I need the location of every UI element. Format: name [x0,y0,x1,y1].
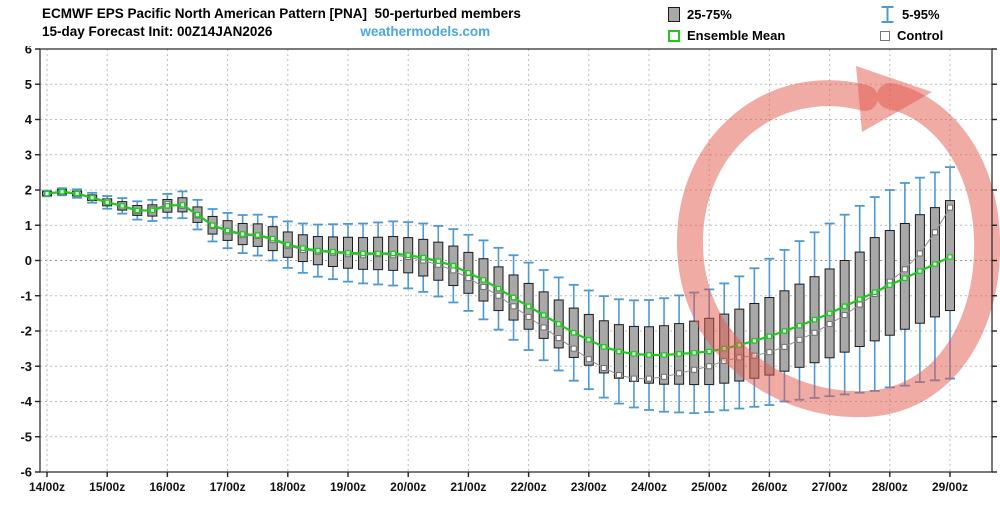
svg-text:6: 6 [25,46,32,57]
svg-text:23/00z: 23/00z [571,480,607,494]
pna-box-whisker-chart: -6 -5 -4 -3 -2 -1 0 1 2 3 4 5 6 14/00z 15/00z 16/00z 17/… [20,42,1000,494]
svg-text:27/00z: 27/00z [812,480,848,494]
svg-text:-3: -3 [20,359,32,374]
x-axis: 14/00z 15/00z 16/00z 17/00z 18/00z 19/00z 20/0… [29,472,968,494]
chart-header: ECMWF EPS Pacific North American Pattern… [0,0,1000,46]
svg-text:14/00z: 14/00z [29,480,65,494]
svg-text:-6: -6 [20,465,32,480]
control-swatch-icon [880,30,890,41]
legend-label-mean: Ensemble Mean [687,28,786,43]
svg-text:24/00z: 24/00z [631,480,667,494]
red-circle-annotation [676,66,1000,418]
legend-item-control: Control [880,28,943,43]
y-axis: -6 -5 -4 -3 -2 -1 0 1 2 3 4 5 6 [20,42,997,480]
svg-text:28/00z: 28/00z [872,480,908,494]
svg-text:16/00z: 16/00z [149,480,185,494]
svg-text:-2: -2 [20,324,32,339]
svg-text:29/00z: 29/00z [932,480,968,494]
svg-text:0: 0 [25,253,32,268]
chart-init-subtitle: 15-day Forecast Init: 00Z14JAN2026 [42,24,273,39]
svg-text:3: 3 [25,147,32,162]
whisker-swatch-icon [881,6,894,23]
legend-item-box: 25-75% [668,5,880,24]
svg-text:-4: -4 [20,394,32,409]
legend-label-whisker: 5-95% [902,7,940,22]
chart-title: ECMWF EPS Pacific North American Pattern… [42,6,521,21]
watermark-link[interactable]: weathermodels.com [360,24,491,39]
legend-label-box: 25-75% [687,7,732,22]
svg-text:20/00z: 20/00z [390,480,426,494]
legend-item-whisker: 5-95% [880,5,943,24]
svg-text:-5: -5 [20,429,32,444]
chart-subtitle-row: 15-day Forecast Init: 00Z14JAN2026 weath… [42,24,521,39]
svg-text:19/00z: 19/00z [330,480,366,494]
legend-label-control: Control [897,28,944,43]
svg-text:22/00z: 22/00z [511,480,547,494]
chart-titles: ECMWF EPS Pacific North American Pattern… [42,5,521,39]
svg-text:5: 5 [25,77,32,92]
svg-text:18/00z: 18/00z [270,480,306,494]
legend-item-mean: Ensemble Mean [668,28,880,43]
ensemble-mean-swatch-icon [668,29,680,42]
svg-text:17/00z: 17/00z [210,480,246,494]
box-swatch-icon [668,7,680,22]
svg-text:21/00z: 21/00z [450,480,486,494]
svg-text:25/00z: 25/00z [691,480,727,494]
svg-text:1: 1 [25,218,32,233]
svg-text:26/00z: 26/00z [751,480,787,494]
svg-text:-1: -1 [20,288,32,303]
svg-text:2: 2 [25,183,32,198]
svg-text:15/00z: 15/00z [89,480,125,494]
chart-legend: 25-75% 5-95% Ensemble Mean Control [668,5,943,43]
svg-text:4: 4 [25,112,33,127]
